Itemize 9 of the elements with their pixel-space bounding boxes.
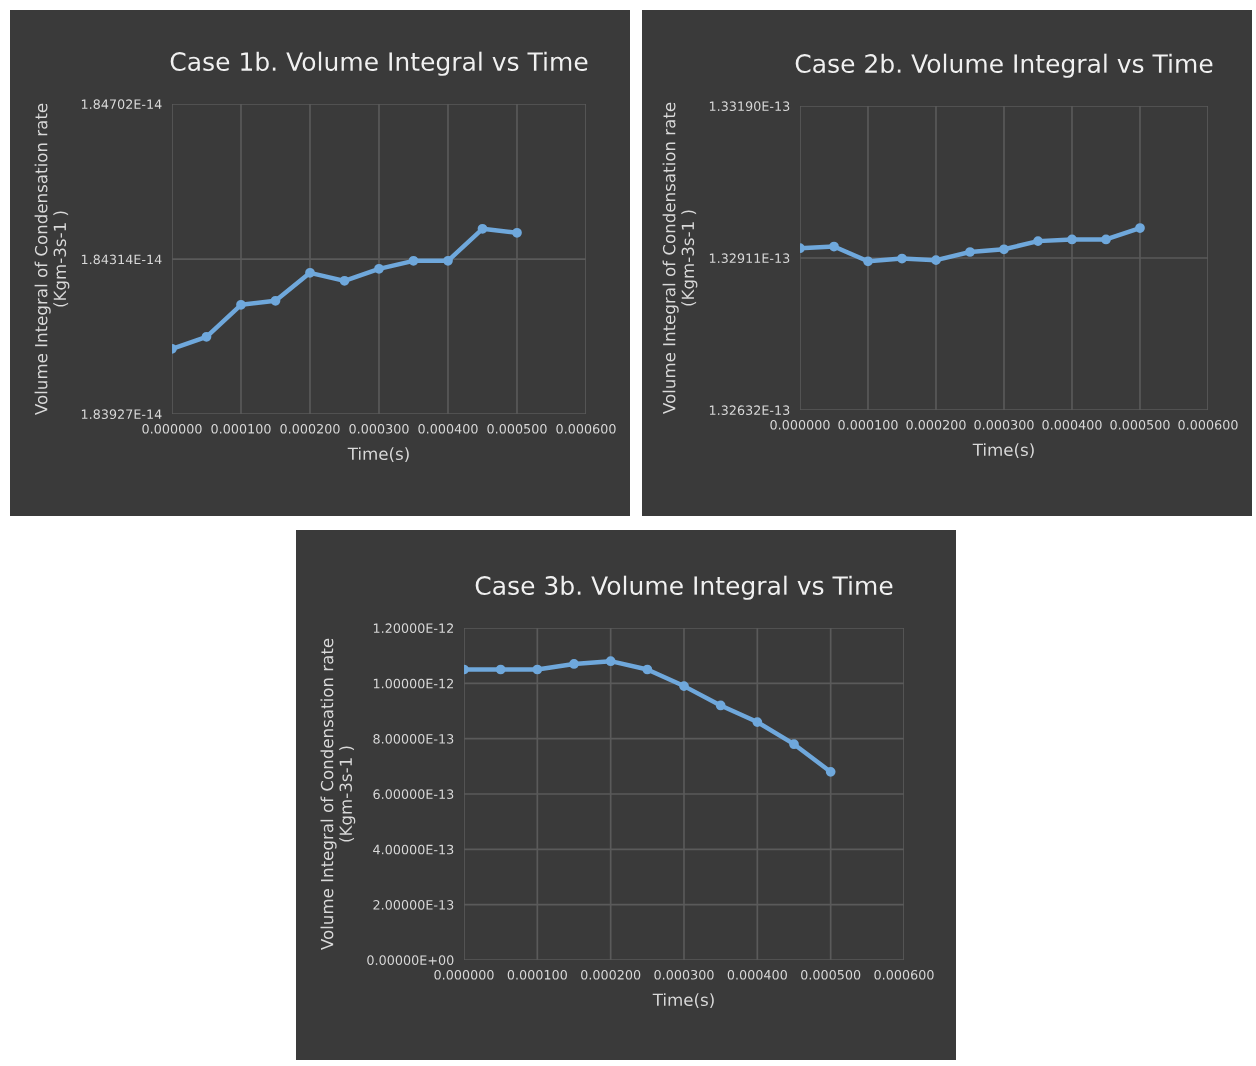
y-axis-title: Volume Integral of Condensation rate (Kgm-3s-1 )	[320, 638, 356, 950]
chart-title: Case 1b. Volume Integral vs Time	[170, 51, 588, 76]
chart-title: Case 2b. Volume Integral vs Time	[795, 53, 1213, 78]
x-axis-title: Time(s)	[347, 447, 409, 463]
y-axis-title: Volume Integral of Condensation rate (Kgm-3s-1 )	[662, 102, 698, 414]
chart-title: Case 3b. Volume Integral vs Time	[475, 575, 893, 600]
x-axis-title: Time(s)	[652, 993, 714, 1009]
x-axis-title: Time(s)	[972, 443, 1034, 459]
y-axis-title: Volume Integral of Condensation rate (Kgm-3s-1 )	[34, 103, 70, 415]
